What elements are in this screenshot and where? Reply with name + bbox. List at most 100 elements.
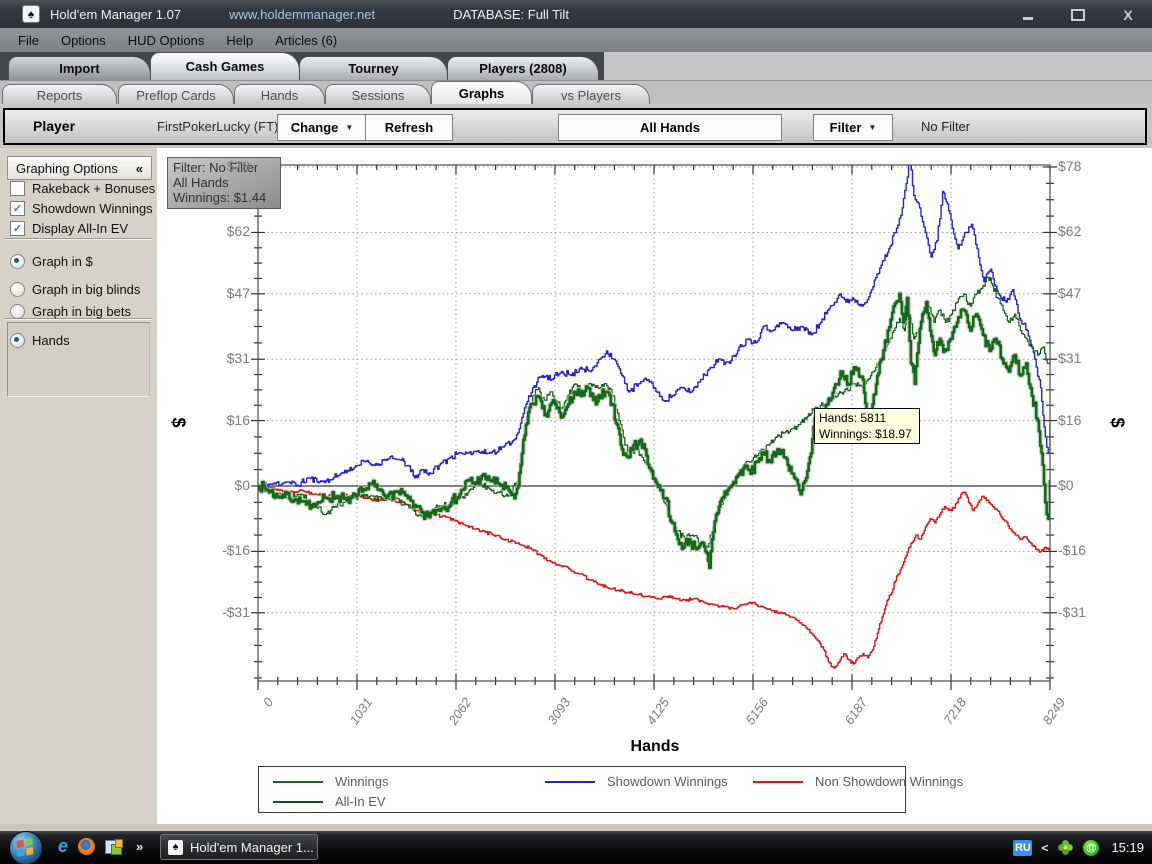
firefox-icon[interactable] bbox=[78, 838, 95, 855]
content-area: Graphing Options « Rakeback + Bonuses✓Sh… bbox=[0, 148, 1152, 824]
graphing-options-header[interactable]: Graphing Options « bbox=[7, 156, 152, 180]
option-label: Graph in big bets bbox=[32, 304, 131, 319]
legend-entry-showdown-winnings: Showdown Winnings bbox=[545, 774, 728, 789]
radio-button[interactable] bbox=[10, 254, 25, 269]
tab-cash-games[interactable]: Cash Games bbox=[150, 52, 300, 80]
subtab-graphs[interactable]: Graphs bbox=[431, 81, 532, 105]
subtab-sessions[interactable]: Sessions bbox=[325, 84, 431, 105]
photo-gallery-icon[interactable] bbox=[105, 838, 122, 855]
app-spade-icon: ♠ bbox=[168, 840, 183, 855]
checkbox[interactable]: ✓ bbox=[10, 201, 25, 216]
menu-item-articles-6-[interactable]: Articles (6) bbox=[264, 33, 348, 48]
radio-button[interactable] bbox=[10, 333, 25, 348]
all-hands-button[interactable]: All Hands bbox=[558, 114, 782, 141]
y-axis-tick-label: -$31 bbox=[162, 604, 250, 620]
active-filter-label: No Filter bbox=[921, 119, 970, 134]
tab-tourney[interactable]: Tourney bbox=[299, 56, 448, 80]
y-axis-tick-label: -$16 bbox=[1058, 542, 1146, 558]
winnings-graph[interactable]: $ $ Hands Filter: No Filter All Hands Wi… bbox=[157, 148, 1152, 824]
menu-item-options[interactable]: Options bbox=[50, 33, 117, 48]
close-icon: X bbox=[1123, 8, 1132, 22]
system-tray: RU < @ 15:19 bbox=[1013, 831, 1144, 864]
legend-line-swatch bbox=[545, 781, 595, 783]
holdem-manager-window: ♠ Hold'em Manager 1.07 www.holdemmanager… bbox=[0, 0, 1152, 831]
maximize-button[interactable] bbox=[1068, 6, 1088, 22]
divider bbox=[4, 238, 152, 240]
radio-button[interactable] bbox=[10, 282, 25, 297]
legend-entry-non-showdown-winnings: Non Showdown Winnings bbox=[753, 774, 963, 789]
subtab-reports[interactable]: Reports bbox=[2, 84, 117, 105]
radio-hands[interactable]: Hands bbox=[10, 332, 70, 348]
checkbox[interactable]: ✓ bbox=[10, 221, 25, 236]
subtab-vs-players[interactable]: vs Players bbox=[532, 84, 650, 105]
checkbox-rakeback-bonuses[interactable]: Rakeback + Bonuses bbox=[10, 180, 155, 196]
legend-entry-all-in-ev: All-In EV bbox=[273, 794, 386, 809]
option-label: Graph in $ bbox=[32, 254, 93, 269]
filter-button[interactable]: Filter ▼ bbox=[813, 114, 893, 141]
y-axis-tick-label: $47 bbox=[162, 285, 250, 301]
radio-graph-in-big-bets[interactable]: Graph in big bets bbox=[10, 303, 131, 319]
app-spade-icon: ♠ bbox=[22, 5, 40, 23]
menu-item-help[interactable]: Help bbox=[215, 33, 264, 48]
legend-label: All-In EV bbox=[335, 794, 386, 809]
collapse-panel-icon[interactable]: « bbox=[136, 161, 143, 176]
option-label: Graph in big blinds bbox=[32, 282, 140, 297]
clover-tray-icon[interactable] bbox=[1057, 839, 1074, 856]
radio-button[interactable] bbox=[10, 304, 25, 319]
legend-line-swatch bbox=[273, 801, 323, 803]
y-axis-tick-label: $0 bbox=[1058, 477, 1146, 493]
taskbar-clock: 15:19 bbox=[1111, 840, 1144, 855]
player-label: Player bbox=[33, 118, 75, 134]
player-bar: Player FirstPokerLucky (FT) Change ▼ Ref… bbox=[3, 108, 1147, 145]
checkbox[interactable] bbox=[10, 181, 25, 196]
internet-explorer-icon[interactable]: e bbox=[58, 837, 68, 855]
y-axis-tick-label: -$31 bbox=[1058, 604, 1146, 620]
maximize-icon bbox=[1071, 9, 1085, 21]
radio-graph-in-big-blinds[interactable]: Graph in big blinds bbox=[10, 281, 140, 297]
close-button[interactable]: X bbox=[1118, 6, 1138, 22]
y-axis-tick-label: $16 bbox=[162, 412, 250, 428]
legend-label: Showdown Winnings bbox=[607, 774, 728, 789]
window-database: DATABASE: Full Tilt bbox=[453, 7, 569, 22]
subtab-hands[interactable]: Hands bbox=[234, 84, 325, 105]
icq-tray-icon[interactable]: @ bbox=[1083, 840, 1099, 856]
quick-launch-overflow-icon[interactable]: » bbox=[136, 839, 143, 854]
menu-bar: FileOptionsHUD OptionsHelpArticles (6) bbox=[0, 28, 1152, 52]
y-axis-tick-label: -$16 bbox=[162, 542, 250, 558]
y-axis-tick-label: $78 bbox=[162, 158, 250, 174]
quick-launch-bar: e » bbox=[58, 837, 143, 855]
legend-line-swatch bbox=[753, 781, 803, 783]
start-button[interactable] bbox=[9, 831, 43, 864]
subtab-preflop-cards[interactable]: Preflop Cards bbox=[118, 84, 234, 105]
y-axis-tick-label: $62 bbox=[162, 223, 250, 239]
sub-tab-row: ReportsPreflop CardsHandsSessionsGraphsv… bbox=[0, 80, 1152, 105]
title-bar[interactable]: ♠ Hold'em Manager 1.07 www.holdemmanager… bbox=[0, 0, 1152, 28]
chevron-down-icon: ▼ bbox=[868, 123, 876, 132]
hover-tooltip: Hands: 5811 Winnings: $18.97 bbox=[814, 408, 920, 444]
option-label: Rakeback + Bonuses bbox=[32, 181, 155, 196]
minimize-button[interactable] bbox=[1018, 6, 1038, 22]
option-label: Hands bbox=[32, 333, 70, 348]
desktop: ♠ Hold'em Manager 1.07 www.holdemmanager… bbox=[0, 0, 1152, 864]
checkbox-showdown-winnings[interactable]: ✓Showdown Winnings bbox=[10, 200, 153, 216]
radio-graph-in-[interactable]: Graph in $ bbox=[10, 253, 93, 269]
change-player-button[interactable]: Change ▼ bbox=[277, 114, 367, 141]
menu-item-hud-options[interactable]: HUD Options bbox=[117, 33, 216, 48]
checkbox-display-all-in-ev[interactable]: ✓ Display All-In EV bbox=[10, 220, 128, 236]
tab-players-2808-[interactable]: Players (2808) bbox=[447, 56, 599, 80]
y-axis-tick-label: $31 bbox=[1058, 350, 1146, 366]
y-axis-tick-label: $31 bbox=[162, 350, 250, 366]
tray-expand-icon[interactable]: < bbox=[1041, 841, 1048, 855]
chart-legend: WinningsShowdown WinningsNon Showdown Wi… bbox=[258, 766, 906, 813]
y-axis-tick-label: $0 bbox=[162, 477, 250, 493]
tab-import[interactable]: Import bbox=[8, 56, 151, 80]
chevron-down-icon: ▼ bbox=[345, 123, 353, 132]
menu-item-file[interactable]: File bbox=[7, 33, 50, 48]
refresh-button[interactable]: Refresh bbox=[365, 114, 453, 141]
taskbar-button-label: Hold'em Manager 1... bbox=[190, 840, 314, 855]
minimize-icon bbox=[1023, 17, 1033, 20]
option-label: Display All-In EV bbox=[32, 221, 128, 236]
language-indicator[interactable]: RU bbox=[1013, 840, 1032, 856]
taskbar-button-holdem-manager[interactable]: ♠ Hold'em Manager 1... bbox=[160, 834, 318, 860]
y-axis-tick-label: $62 bbox=[1058, 223, 1146, 239]
